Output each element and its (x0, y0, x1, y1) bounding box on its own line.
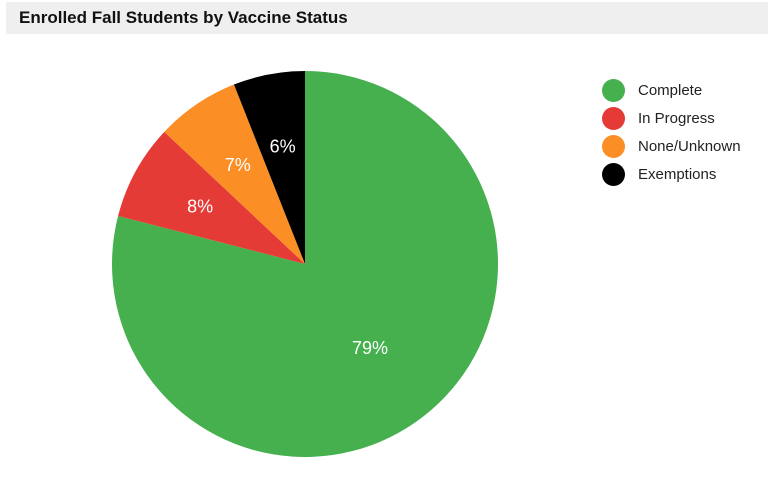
slice-label-none-unknown: 7% (225, 155, 251, 175)
legend-marker-none-unknown (602, 134, 625, 158)
legend-label-none-unknown: None/Unknown (638, 137, 741, 155)
slice-label-in-progress: 8% (187, 196, 213, 216)
pie-slice-none-unknown (164, 84, 305, 265)
pie-slice-in-progress (118, 131, 306, 264)
chart-header: Enrolled Fall Students by Vaccine Status (6, 2, 768, 34)
legend-item-complete: Complete (602, 76, 741, 104)
legend-item-exemptions: Exemptions (602, 160, 741, 188)
chart-title: Enrolled Fall Students by Vaccine Status (19, 8, 348, 27)
legend-marker-complete (602, 78, 625, 102)
legend-item-in-progress: In Progress (602, 104, 741, 132)
legend-label-exemptions: Exemptions (638, 165, 717, 183)
legend-label-complete: Complete (638, 81, 703, 99)
legend-label-in-progress: In Progress (638, 109, 715, 127)
legend-marker-in-progress (602, 106, 625, 130)
legend-item-none-unknown: None/Unknown (602, 132, 741, 160)
slice-label-exemptions: 6% (270, 136, 296, 156)
legend: Complete In Progress None/Unknown Exempt… (602, 76, 741, 188)
slice-label-complete: 79% (352, 338, 388, 358)
legend-marker-exemptions (602, 162, 625, 186)
pie-slice-exemptions (233, 71, 305, 264)
